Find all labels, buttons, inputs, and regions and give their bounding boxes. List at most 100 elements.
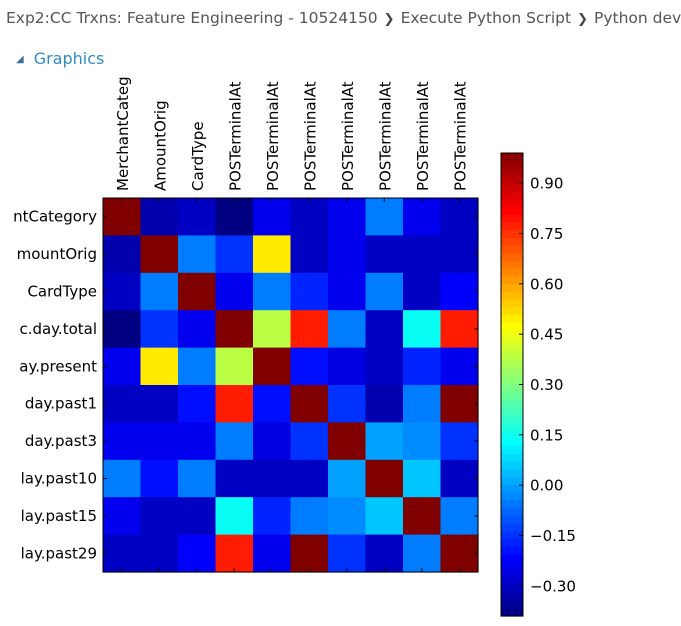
heatmap-cell: [365, 310, 404, 349]
heatmap-cell: [215, 198, 254, 236]
breadcrumb-experiment[interactable]: Exp2:CC Trxns: Feature Engineering - 105…: [6, 9, 378, 27]
colorbar-segment: [501, 253, 523, 262]
colorbar-segment: [501, 322, 523, 332]
colorbar-segment: [501, 592, 523, 602]
row-label: lay.past29: [21, 544, 97, 562]
column-label: POSTerminalAt: [301, 81, 319, 191]
heatmap-cell: [403, 347, 442, 386]
column-label: POSTerminalAt: [451, 81, 469, 191]
colorbar-segment: [501, 261, 523, 270]
heatmap-cell: [103, 534, 142, 573]
heatmap-cell: [365, 497, 404, 536]
heatmap-cell: [440, 272, 479, 311]
heatmap-cell: [140, 422, 179, 461]
column-label: MerchantCateg: [114, 76, 132, 191]
heatmap-cell: [178, 347, 217, 386]
heatmap-cell: [403, 272, 442, 311]
heatmap-cell: [440, 422, 479, 461]
breadcrumb-separator-icon: ❯: [577, 12, 589, 27]
heatmap-cell: [178, 534, 217, 573]
heatmap-cell: [140, 310, 179, 349]
heatmap-cell: [178, 385, 217, 423]
colorbar-tick-label: 0.45: [530, 326, 563, 344]
heatmap-cell: [365, 198, 404, 236]
colorbar-segment: [501, 214, 523, 224]
heatmap-cell: [328, 459, 367, 498]
heatmap-cell: [290, 459, 329, 498]
heatmap-cell: [403, 385, 442, 423]
colorbar-segment: [501, 484, 523, 494]
breadcrumb-device[interactable]: Python device: [594, 9, 681, 27]
colorbar-segment: [501, 191, 523, 200]
row-label: ntCategory: [13, 208, 97, 226]
heatmap-cell: [215, 459, 254, 498]
heatmap-cell: [403, 422, 442, 461]
colorbar-segment: [501, 469, 523, 478]
heatmap-cell: [103, 235, 142, 274]
colorbar-segment: [501, 461, 523, 470]
colorbar-segment: [501, 315, 523, 324]
heatmap-cell: [103, 272, 142, 311]
colorbar-segment: [501, 446, 523, 455]
colorbar-segment: [501, 276, 523, 285]
colorbar-segment: [501, 153, 523, 162]
colorbar-segment: [501, 330, 523, 339]
colorbar-segment: [501, 199, 523, 208]
row-label: lay.past15: [21, 507, 97, 525]
heatmap-cell: [253, 198, 292, 236]
colorbar-segment: [501, 237, 523, 247]
heatmap-cell: [140, 497, 179, 536]
heatmap-cell: [178, 198, 217, 236]
colorbar-segment: [501, 423, 523, 432]
heatmap-cell: [403, 459, 442, 498]
row-label: day.past1: [25, 395, 97, 413]
heatmap-cell: [215, 310, 254, 349]
colorbar-segment: [501, 399, 523, 409]
heatmap-cell: [103, 347, 142, 386]
heatmap-cell: [103, 310, 142, 349]
heatmap-cell: [253, 347, 292, 386]
colorbar-tick-label: 0.30: [530, 376, 563, 394]
heatmap-cell: [215, 235, 254, 274]
graphics-section-toggle[interactable]: ◢ Graphics: [16, 49, 104, 68]
heatmap-cell: [403, 497, 442, 536]
heatmap-cell: [178, 310, 217, 349]
column-label: AmountOrig: [151, 100, 169, 191]
heatmap-cell: [178, 459, 217, 498]
colorbar-segment: [501, 577, 523, 586]
colorbar-segment: [501, 477, 523, 486]
heatmap-cell: [253, 422, 292, 461]
heatmap-cell: [103, 198, 142, 236]
heatmap-cell: [328, 385, 367, 423]
collapse-triangle-icon: ◢: [16, 54, 24, 65]
colorbar-segment: [501, 369, 523, 378]
heatmap-cell: [290, 272, 329, 311]
heatmap-cell: [140, 385, 179, 423]
heatmap-cell: [290, 534, 329, 573]
colorbar-segment: [501, 585, 523, 594]
heatmap-cell: [140, 198, 179, 236]
heatmap-cell: [328, 347, 367, 386]
colorbar-segment: [501, 307, 523, 316]
colorbar-segment: [501, 523, 523, 532]
colorbar-segment: [501, 338, 523, 347]
heatmap-cell: [103, 422, 142, 461]
colorbar-segment: [501, 453, 523, 463]
heatmap-cell: [290, 422, 329, 461]
heatmap-cell: [253, 534, 292, 573]
heatmap-cell: [365, 235, 404, 274]
heatmap-cell: [328, 497, 367, 536]
colorbar-tick-label: −0.30: [530, 577, 576, 595]
column-label: POSTerminalAt: [226, 81, 244, 191]
colorbar-segment: [501, 430, 523, 440]
graphics-section-label: Graphics: [33, 49, 105, 68]
column-label: POSTerminalAt: [414, 81, 432, 191]
column-label: POSTerminalAt: [339, 81, 357, 191]
row-label: lay.past10: [21, 470, 97, 488]
colorbar-segment: [501, 492, 523, 501]
heatmap-cell: [403, 198, 442, 236]
heatmap-frame: [102, 197, 479, 573]
colorbar-tick-label: 0.15: [530, 426, 563, 444]
heatmap-cell: [440, 534, 479, 573]
breadcrumb-module[interactable]: Execute Python Script: [400, 9, 572, 27]
